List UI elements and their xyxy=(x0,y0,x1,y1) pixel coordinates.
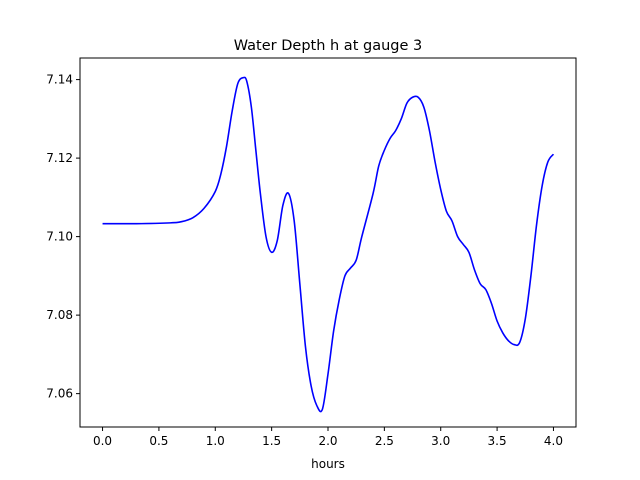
x-axis: 0.0 0.5 1.0 1.5 2.0 2.5 3.0 3.5 4.0 xyxy=(93,427,563,448)
chart-title: Water Depth h at gauge 3 xyxy=(234,38,422,54)
series-line-0 xyxy=(102,76,555,413)
x-tick-label: 0.5 xyxy=(149,434,168,448)
y-axis: 7.06 7.08 7.10 7.12 7.14 xyxy=(46,73,80,401)
y-tick-label: 7.14 xyxy=(46,73,73,87)
x-tick-label: 0.0 xyxy=(93,434,112,448)
y-tick-label: 7.06 xyxy=(46,387,73,401)
y-tick-label: 7.08 xyxy=(46,308,73,322)
x-tick-label: 3.5 xyxy=(488,434,507,448)
x-axis-label: hours xyxy=(311,457,345,471)
x-tick-label: 1.0 xyxy=(206,434,225,448)
x-tick-label: 2.0 xyxy=(318,434,337,448)
y-tick-label: 7.10 xyxy=(46,230,73,244)
x-tick-label: 4.0 xyxy=(544,434,563,448)
x-tick-label: 3.0 xyxy=(431,434,450,448)
axes-frame xyxy=(79,57,577,428)
plot-area xyxy=(102,76,555,413)
x-tick-label: 1.5 xyxy=(262,434,281,448)
x-tick-label: 2.5 xyxy=(375,434,394,448)
y-tick-label: 7.12 xyxy=(46,151,73,165)
